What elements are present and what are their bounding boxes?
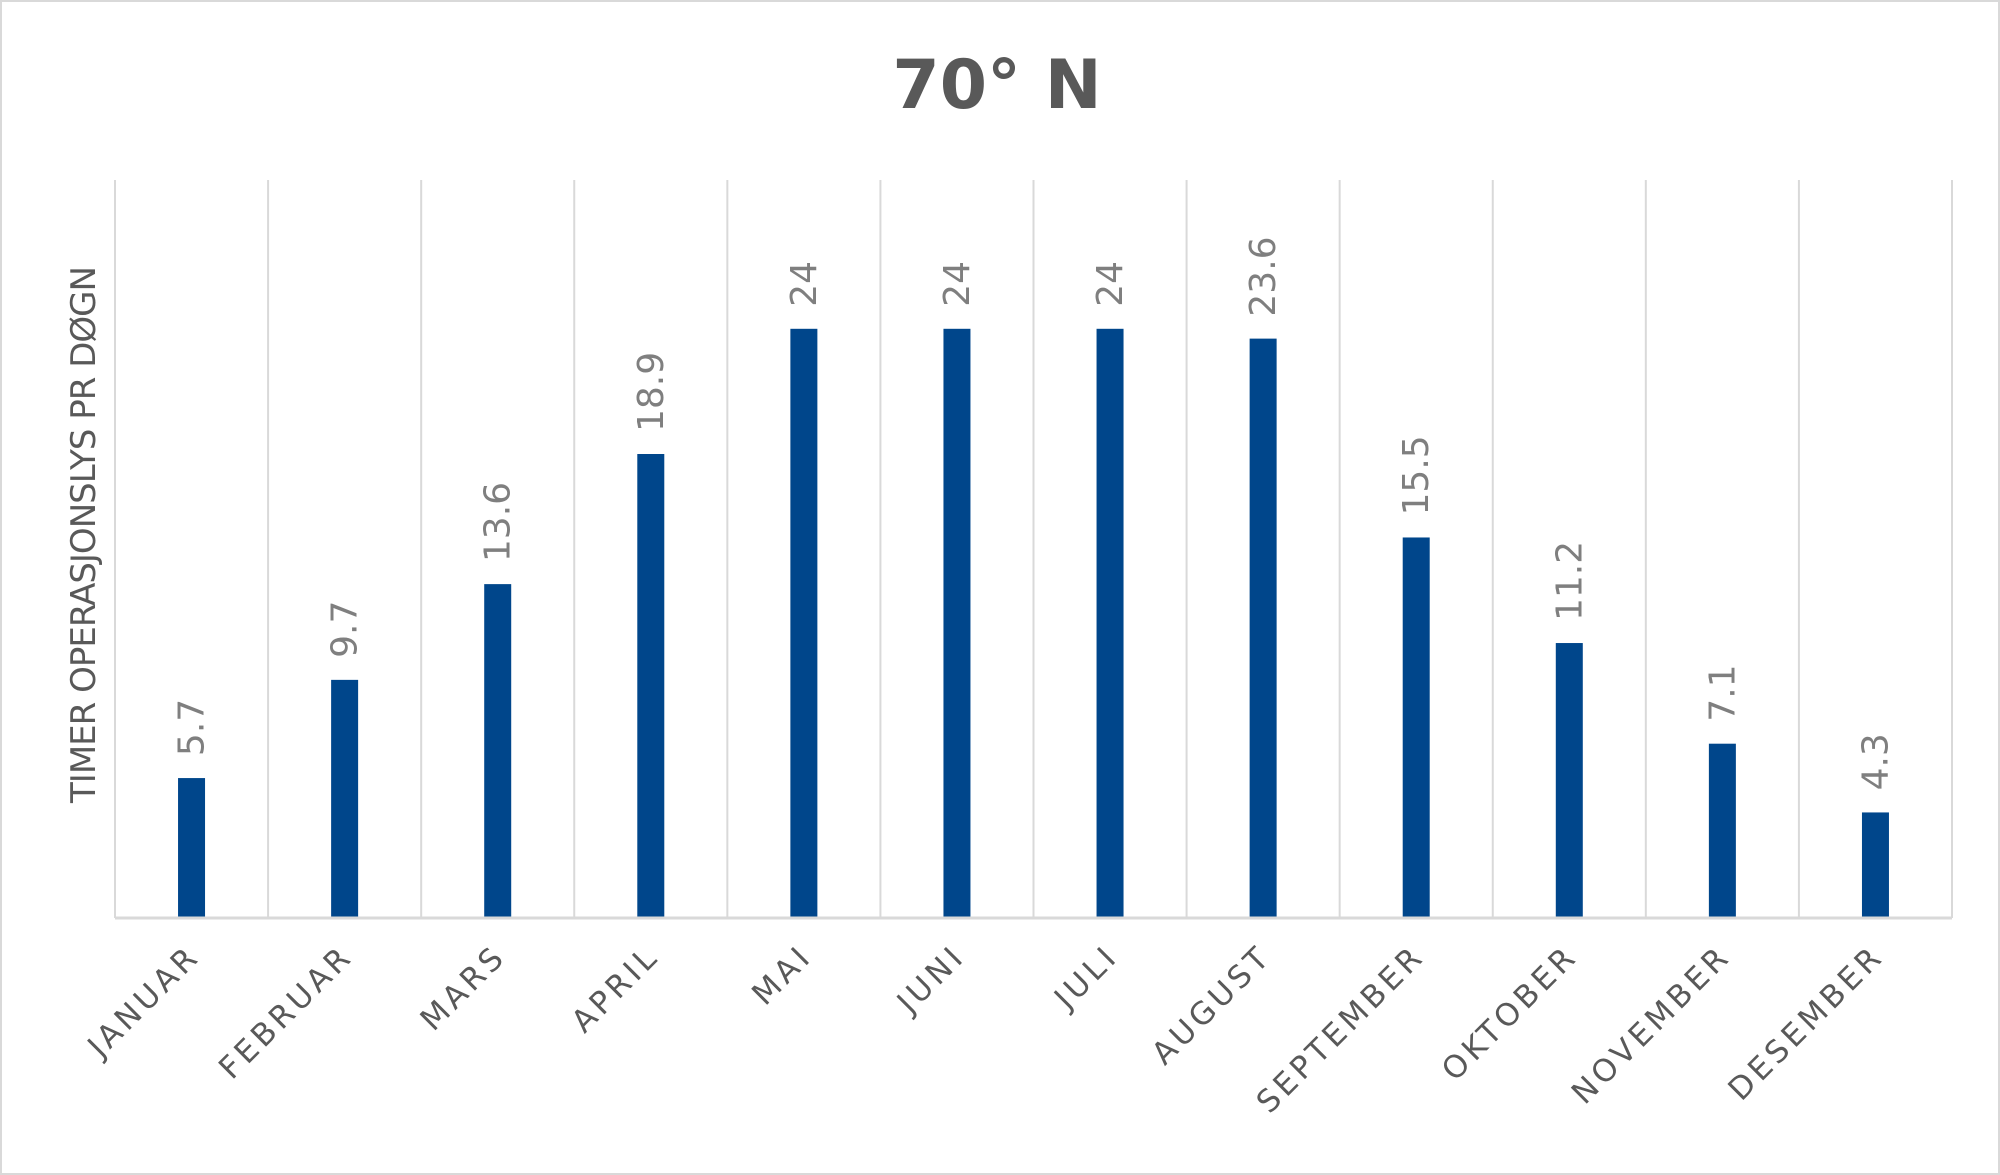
bar-oktober <box>1555 643 1583 918</box>
gridlines <box>114 180 1953 918</box>
data-label: 23.6 <box>1243 236 1284 316</box>
chart-title: 70° N <box>892 46 1101 125</box>
x-tick-label: JULI <box>1046 938 1125 1017</box>
x-tick-label: APRIL <box>565 938 667 1040</box>
data-label: 4.3 <box>1855 733 1896 790</box>
y-axis-label: TIMER OPERASJONSLYS PR DØGN <box>64 267 104 804</box>
x-tick-label: JANUAR <box>80 938 208 1066</box>
data-label: 18.9 <box>631 352 672 432</box>
data-labels: 5.7 9.7 13.6 18.9 24 24 24 23.6 15.5 11.2 7.1 4.3 <box>172 236 1897 790</box>
bar-november <box>1708 743 1736 918</box>
x-tick-label: MARS <box>414 938 514 1038</box>
bar-juni <box>943 328 971 918</box>
bar-desember <box>1861 812 1889 918</box>
bar-juli <box>1096 328 1124 918</box>
x-tick-label: AUGUST <box>1145 938 1279 1072</box>
bar-august <box>1249 338 1277 918</box>
x-tick-label: OKTOBER <box>1435 938 1585 1088</box>
x-tick-label: SEPTEMBER <box>1250 938 1432 1120</box>
bar-april <box>637 454 665 918</box>
x-tick-label: JUNI <box>889 938 973 1022</box>
bars <box>178 328 1889 918</box>
bar-mars <box>484 584 512 918</box>
data-label: 15.5 <box>1396 435 1437 515</box>
data-label: 24 <box>784 261 825 307</box>
bar-mai <box>790 328 818 918</box>
bar-februar <box>331 679 359 918</box>
data-label: 7.1 <box>1702 664 1743 721</box>
data-label: 5.7 <box>172 699 213 756</box>
x-tick-label: MAI <box>745 938 819 1012</box>
data-label: 11.2 <box>1549 541 1590 621</box>
bar-september <box>1402 537 1430 918</box>
x-tick-label: NOVEMBER <box>1565 938 1738 1111</box>
x-tick-label: DESEMBER <box>1721 938 1891 1108</box>
data-label: 24 <box>937 261 978 307</box>
x-tick-labels: JANUAR FEBRUAR MARS APRIL MAI JUNI JULI AUGUSTS… <box>80 938 1892 1120</box>
data-label: 24 <box>1090 261 1131 307</box>
x-tick-label: FEBRUAR <box>212 938 360 1086</box>
bar-januar <box>178 778 206 918</box>
data-label: 9.7 <box>325 601 366 658</box>
data-label: 13.6 <box>478 482 519 562</box>
